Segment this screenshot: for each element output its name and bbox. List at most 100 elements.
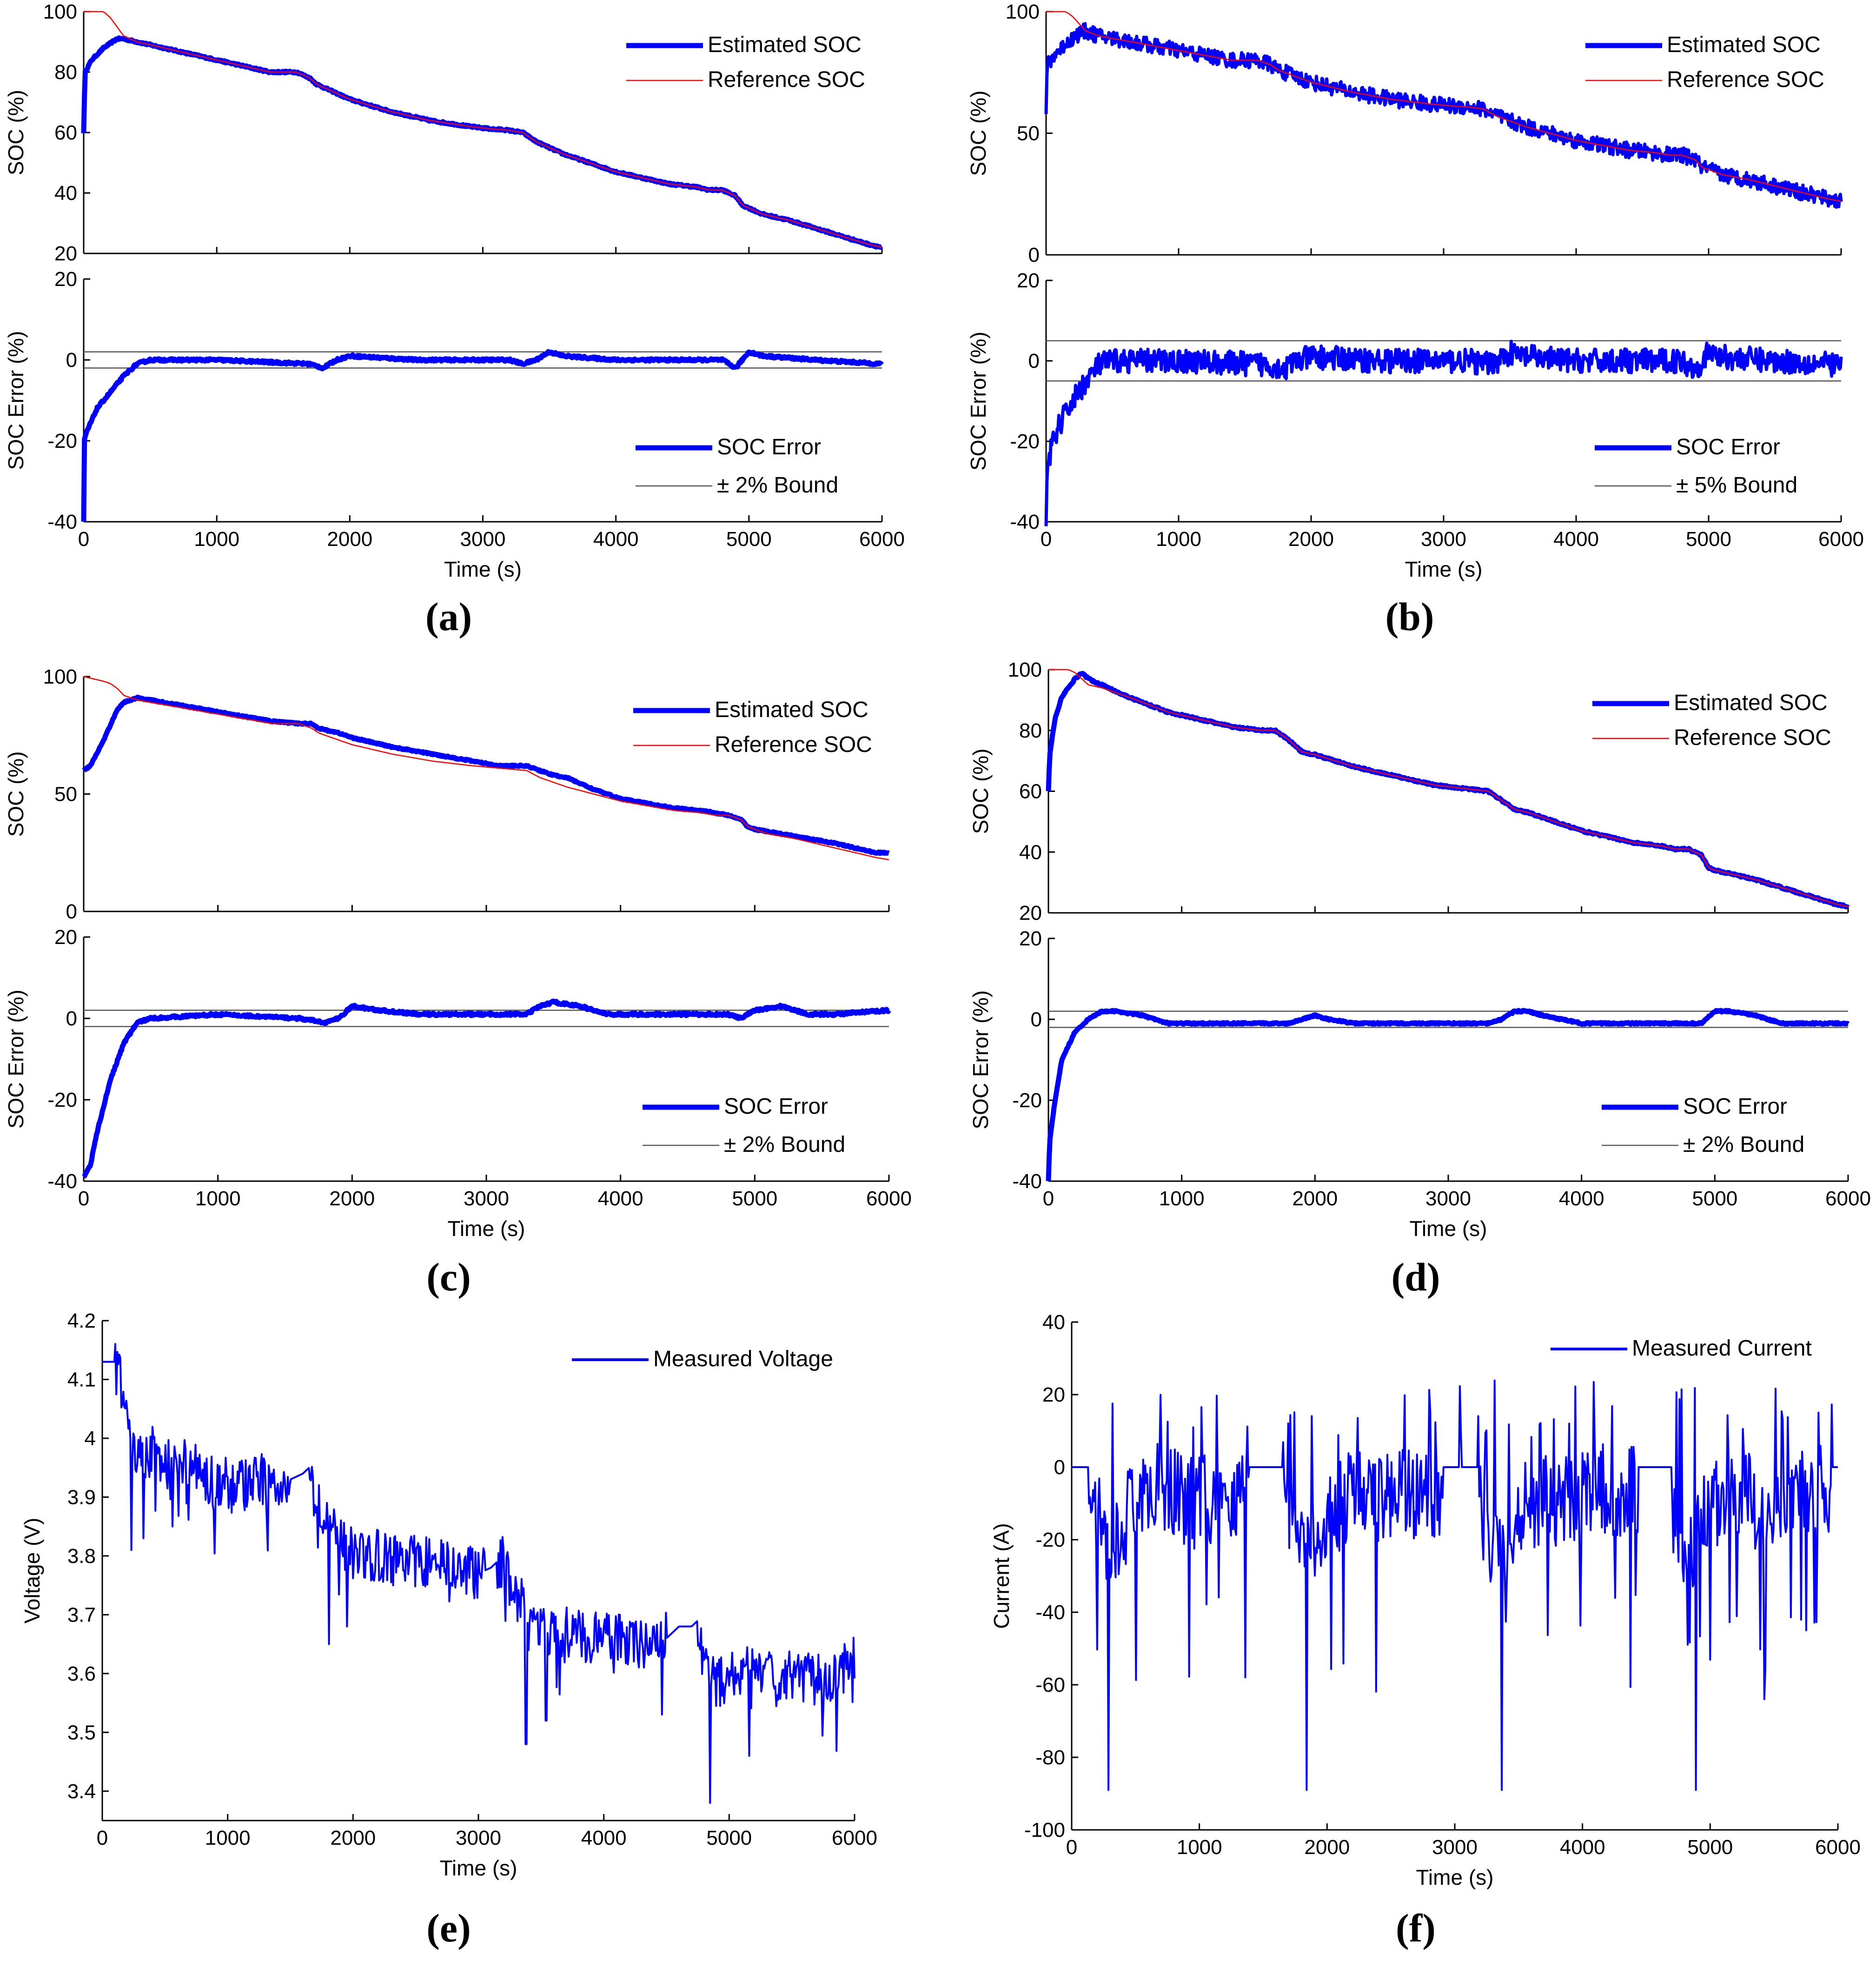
soc-ytick-label: 50 xyxy=(1017,122,1040,145)
error-xtick-label: 5000 xyxy=(1686,528,1731,551)
measured-voltage-line xyxy=(102,1343,855,1804)
soc-ytick-label: 0 xyxy=(1028,244,1040,266)
error-ytick-label: -40 xyxy=(47,511,77,533)
signal-ytick-label: 3.9 xyxy=(67,1486,96,1509)
chart-f: -100 -80 -60 -40 -20 0 20 40 0 1000 2000 3000 4000 50… xyxy=(989,1311,1861,1950)
error-legend-label: ± 5% Bound xyxy=(1676,473,1797,498)
figure-caption: (e) xyxy=(426,1906,471,1950)
soc-legend-label: Estimated SOC xyxy=(708,33,862,57)
error-xtick-label: 4000 xyxy=(1559,1187,1604,1210)
error-ytick-label: -20 xyxy=(1010,430,1040,453)
error-ytick-label: 20 xyxy=(54,268,77,291)
signal-legend-label: Measured Current xyxy=(1632,1336,1812,1361)
error-xtick-label: 3000 xyxy=(1425,1187,1471,1210)
error-ytick-label: -40 xyxy=(1010,511,1040,533)
soc-legend-label: Estimated SOC xyxy=(715,698,868,722)
signal-xtick-label: 5000 xyxy=(706,1827,752,1849)
soc-ytick-label: 100 xyxy=(43,665,77,688)
signal-xtick-label: 4000 xyxy=(581,1827,627,1849)
signal-ytick-label: 3.8 xyxy=(67,1545,96,1568)
soc-ytick-label: 100 xyxy=(1008,658,1042,681)
soc-error-line xyxy=(1046,1008,1850,1181)
soc-ytick-label: 80 xyxy=(1019,719,1042,742)
x-axis-label: Time (s) xyxy=(440,1856,517,1880)
chart-c: 0 50 100 SOC (%) Estimated SOC Reference SOC -… xyxy=(4,665,912,1299)
error-xtick-label: 2000 xyxy=(1288,528,1334,551)
signal-ytick-label: 20 xyxy=(1042,1383,1065,1406)
x-axis-label: Time (s) xyxy=(1416,1865,1494,1889)
signal-ytick-label: 4.1 xyxy=(67,1368,96,1391)
error-ytick-label: -20 xyxy=(47,430,77,452)
error-y-axis-label: SOC Error (%) xyxy=(968,990,993,1130)
soc-ytick-label: 20 xyxy=(1019,902,1042,924)
figure-caption: (f) xyxy=(1396,1906,1436,1950)
error-xtick-label: 2000 xyxy=(329,1187,375,1210)
signal-ytick-label: 4.2 xyxy=(67,1310,96,1332)
error-legend-label: ± 2% Bound xyxy=(1683,1132,1804,1157)
error-xtick-label: 2000 xyxy=(327,528,372,551)
soc-ytick-label: 100 xyxy=(43,0,77,23)
error-y-axis-label: SOC Error (%) xyxy=(966,332,990,471)
signal-xtick-label: 0 xyxy=(1066,1836,1077,1859)
estimated-soc-line xyxy=(1044,22,1843,209)
error-ytick-label: 0 xyxy=(1031,1008,1042,1031)
error-xtick-label: 6000 xyxy=(1825,1187,1871,1210)
signal-ytick-label: -60 xyxy=(1035,1674,1065,1696)
soc-error-line xyxy=(81,349,884,522)
soc-legend-label: Reference SOC xyxy=(1674,725,1831,750)
signal-xtick-label: 3000 xyxy=(456,1827,501,1849)
measured-current-line xyxy=(1072,1379,1838,1791)
soc-y-axis-label: SOC (%) xyxy=(968,749,993,834)
soc-error-line xyxy=(82,998,891,1179)
error-legend-label: SOC Error xyxy=(1683,1094,1787,1119)
reference-soc-line xyxy=(1048,669,1849,908)
signal-ytick-label: -100 xyxy=(1024,1819,1065,1841)
soc-ytick-label: 20 xyxy=(54,242,77,265)
reference-soc-line xyxy=(1046,11,1842,202)
error-xtick-label: 3000 xyxy=(460,528,506,551)
signal-ytick-label: 40 xyxy=(1042,1311,1065,1334)
signal-xtick-label: 3000 xyxy=(1432,1836,1478,1859)
error-xtick-label: 5000 xyxy=(726,528,772,551)
soc-ytick-label: 40 xyxy=(54,182,77,205)
error-xtick-label: 3000 xyxy=(1421,528,1466,551)
error-xtick-label: 0 xyxy=(78,528,89,551)
error-xtick-label: 6000 xyxy=(859,528,905,551)
error-xtick-label: 4000 xyxy=(598,1187,643,1210)
soc-legend-label: Reference SOC xyxy=(708,67,865,92)
error-ytick-label: -40 xyxy=(1012,1170,1042,1193)
figure-caption: (b) xyxy=(1385,594,1434,639)
error-legend-label: SOC Error xyxy=(724,1094,828,1119)
error-xtick-label: 5000 xyxy=(732,1187,777,1210)
soc-legend-label: Reference SOC xyxy=(1667,67,1824,92)
error-legend-label: ± 2% Bound xyxy=(724,1132,845,1157)
signal-ytick-label: 3.4 xyxy=(67,1780,96,1803)
error-ytick-label: 0 xyxy=(1028,350,1040,372)
signal-ytick-label: 4 xyxy=(85,1427,96,1450)
signal-xtick-label: 2000 xyxy=(1304,1836,1350,1859)
x-axis-label: Time (s) xyxy=(444,557,522,581)
signal-xtick-label: 2000 xyxy=(330,1827,376,1849)
signal-ytick-label: 3.6 xyxy=(67,1662,96,1685)
error-xtick-label: 6000 xyxy=(866,1187,912,1210)
chart-b: 0 50 100 SOC (%) Estimated SOC Reference SOC -… xyxy=(966,0,1864,639)
error-ytick-label: -20 xyxy=(47,1089,77,1111)
error-xtick-label: 6000 xyxy=(1818,528,1864,551)
error-ytick-label: -20 xyxy=(1012,1089,1042,1112)
signal-xtick-label: 6000 xyxy=(832,1827,877,1849)
chart-d: 20 40 60 80 100 SOC (%) Estimated SOC Reference… xyxy=(968,658,1871,1299)
error-xtick-label: 0 xyxy=(78,1187,89,1210)
signal-ytick-label: 3.5 xyxy=(67,1721,96,1744)
signal-y-axis-label: Current (A) xyxy=(989,1523,1014,1629)
error-xtick-label: 4000 xyxy=(1553,528,1599,551)
signal-xtick-label: 1000 xyxy=(205,1827,251,1849)
soc-y-axis-label: SOC (%) xyxy=(4,751,28,837)
signal-xtick-label: 4000 xyxy=(1560,1836,1605,1859)
error-legend-label: SOC Error xyxy=(717,435,821,459)
error-ytick-label: 20 xyxy=(54,926,77,949)
signal-xtick-label: 5000 xyxy=(1687,1836,1733,1859)
signal-ytick-label: -40 xyxy=(1035,1601,1065,1624)
error-xtick-label: 1000 xyxy=(1156,528,1201,551)
error-legend-label: SOC Error xyxy=(1676,435,1780,459)
